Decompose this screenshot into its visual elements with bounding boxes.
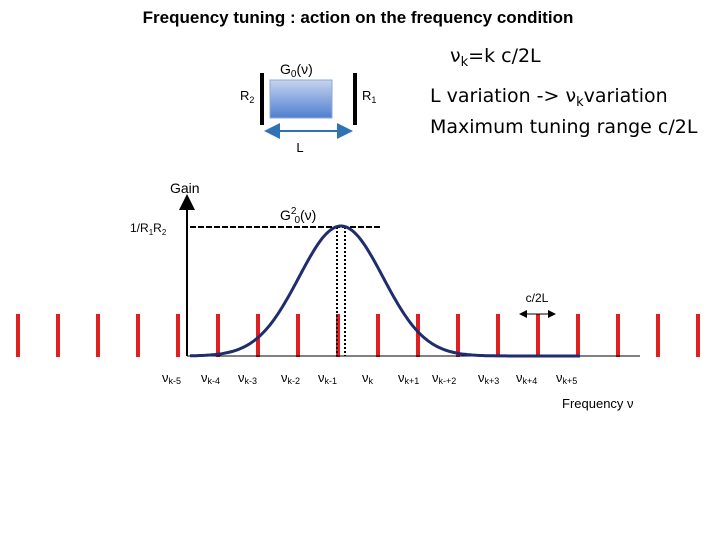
length-label: L — [296, 140, 303, 155]
mirror-label: R2 — [240, 88, 254, 105]
gain-label: G0(ν) — [280, 61, 313, 80]
mode-label: νk+1 — [398, 370, 419, 386]
mode-index: k+5 — [563, 376, 578, 386]
gain-medium — [269, 79, 333, 119]
curve-label: G2 0(ν) — [280, 206, 316, 226]
mode-index: k-+2 — [439, 376, 457, 386]
mode-index: k-1 — [325, 376, 338, 386]
mode-label: νk-1 — [318, 370, 337, 386]
mode-index: k-4 — [208, 376, 221, 386]
mode-index: k-5 — [169, 376, 182, 386]
mode-label: νk+5 — [556, 370, 577, 386]
mode-symbol: ν — [238, 370, 245, 385]
mode-symbol: ν — [201, 370, 208, 385]
mode-index: k — [369, 376, 374, 386]
y-label: Gain — [170, 180, 200, 196]
mode-label: νk+4 — [516, 370, 537, 386]
condition: νk=k c/2L — [450, 45, 541, 70]
note: L variation -> νkvariation — [430, 85, 668, 110]
spacing-label: c/2L — [526, 291, 549, 305]
note: Maximum tuning range c/2L — [430, 116, 698, 138]
mode-symbol: ν — [478, 370, 485, 385]
mode-label: νk-+2 — [432, 370, 456, 386]
x-label: Frequency ν — [562, 396, 634, 411]
mode-label: νk-4 — [201, 370, 220, 386]
mode-symbol: ν — [281, 370, 288, 385]
mode-symbol: ν — [362, 370, 369, 385]
gain-curve — [190, 224, 580, 358]
mirror-label: R1 — [362, 88, 376, 105]
mode-label: νk+3 — [478, 370, 499, 386]
mode-label: νk-2 — [281, 370, 300, 386]
mode-label: νk-3 — [238, 370, 257, 386]
mode-label: νk — [362, 370, 374, 386]
mode-index: k+4 — [523, 376, 538, 386]
mode-index: k-2 — [288, 376, 301, 386]
title: Frequency tuning : action on the frequen… — [143, 8, 574, 27]
mode-symbol: ν — [162, 370, 169, 385]
mode-symbol: ν — [432, 370, 439, 385]
mode-index: k-3 — [245, 376, 258, 386]
mode-index: k+1 — [405, 376, 420, 386]
mode-symbol: ν — [556, 370, 563, 385]
level-label: 1/R1R2 — [130, 221, 167, 237]
mode-symbol: ν — [318, 370, 325, 385]
mode-index: k+3 — [485, 376, 500, 386]
mode-symbol: ν — [398, 370, 405, 385]
mode-label: νk-5 — [162, 370, 181, 386]
mode-symbol: ν — [516, 370, 523, 385]
